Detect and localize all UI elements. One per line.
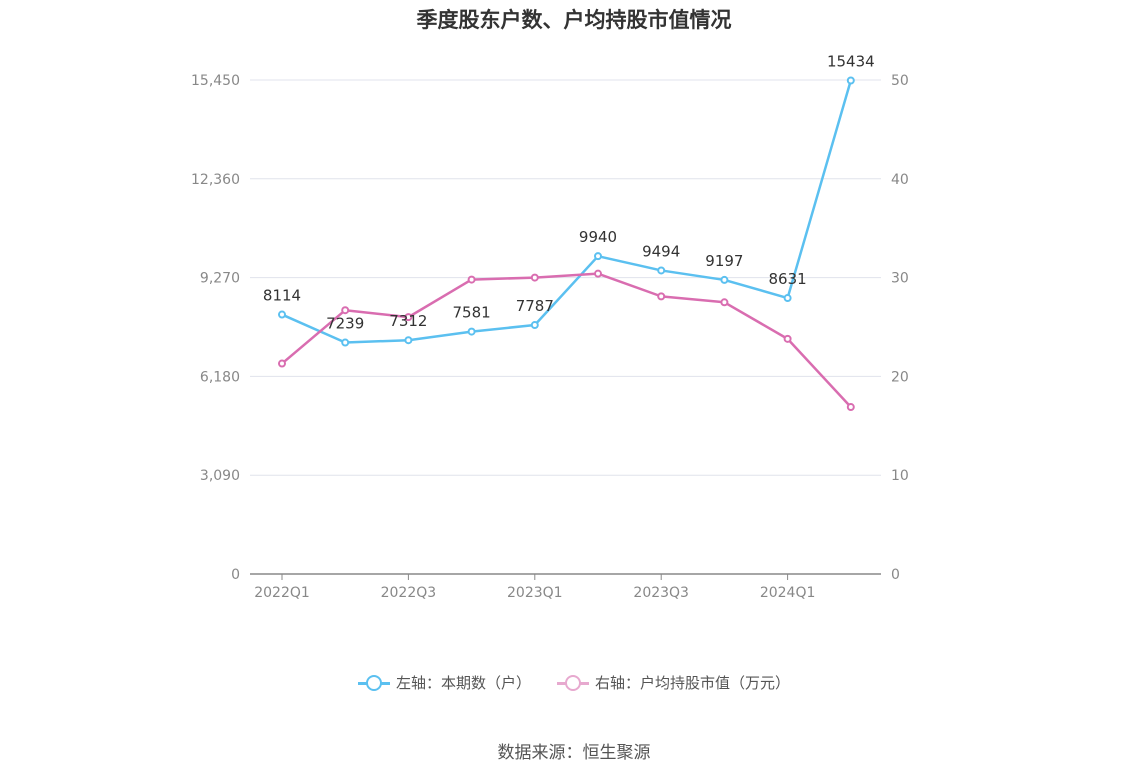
y-right-tick-label: 20 (891, 369, 909, 385)
legend-swatch-households (357, 674, 390, 691)
y-right-tick-label: 40 (891, 172, 909, 188)
legend-label-households: 左轴：本期数（户） (395, 674, 531, 692)
data-point-households (720, 275, 729, 284)
grid-lines (250, 79, 881, 476)
chart-title: 季度股东户数、户均持股市值情况 (416, 8, 732, 32)
y-left-tick-label: 6,180 (200, 369, 240, 385)
x-tick-label: 2024Q1 (760, 585, 816, 601)
data-label-households: 7581 (453, 304, 491, 322)
source-note: 数据来源：恒生聚源 (497, 743, 651, 763)
x-tick-label: 2022Q3 (381, 585, 437, 601)
data-point-households (404, 336, 413, 345)
data-point-households (657, 266, 666, 275)
data-point-avg-market-value (657, 292, 666, 301)
data-label-households: 7312 (389, 312, 427, 330)
data-point-avg-market-value (530, 273, 539, 282)
legend-label-avg-market-value: 右轴：户均持股市值（万元） (595, 674, 791, 692)
legend-item-households[interactable]: 左轴：本期数（户） (357, 672, 531, 693)
data-label-households: 8114 (263, 287, 301, 305)
data-point-avg-market-value (594, 269, 602, 278)
data-label-households: 8631 (769, 270, 807, 288)
y-left-tick-label: 12,360 (191, 172, 240, 188)
y-left-tick-label: 15,450 (191, 73, 240, 89)
data-point-households (341, 338, 350, 347)
x-tick-label: 2022Q1 (254, 585, 310, 601)
y-left-tick-label: 3,090 (200, 468, 240, 484)
series-line-households (281, 80, 853, 344)
series-line-avg-market-value (281, 272, 852, 408)
data-point-households (530, 321, 539, 330)
data-point-households (467, 327, 476, 336)
data-point-avg-market-value (720, 298, 729, 307)
data-point-avg-market-value (404, 313, 413, 322)
legend-swatch-avg-market-value (557, 674, 589, 691)
data-label-households: 9940 (579, 228, 617, 246)
y-left-tick-label: 0 (231, 567, 240, 583)
data-label-households: 15434 (827, 53, 875, 71)
data-point-avg-market-value (341, 306, 350, 315)
data-point-avg-market-value (846, 403, 855, 412)
y-left-tick-label: 9,270 (200, 271, 240, 287)
data-labels: 8114 7239 7312 7581 7787 9940 9494 9197 8631 1543… (263, 53, 875, 333)
series (278, 76, 855, 412)
legend-item-avg-market-value[interactable]: 右轴：户均持股市值（万元） (557, 672, 790, 693)
data-label-households: 7239 (326, 315, 364, 333)
data-label-households: 7787 (516, 297, 554, 315)
legend: 左轴：本期数（户） 右轴：户均持股市值（万元） (0, 672, 1148, 693)
data-label-households: 9197 (705, 252, 743, 270)
data-point-households (594, 252, 602, 261)
data-point-avg-market-value (467, 275, 476, 284)
y-right-tick-label: 0 (891, 567, 900, 583)
y-right-tick-label: 30 (891, 271, 909, 287)
data-label-households: 9494 (642, 242, 680, 260)
y-right-tick-label: 10 (891, 468, 909, 484)
axes: 0 0 3,090 10 6,180 20 9,270 30 12,360 40 15,450 50 2… (191, 73, 909, 601)
data-point-avg-market-value (278, 359, 286, 368)
data-point-households (783, 294, 792, 303)
data-point-households (846, 76, 855, 85)
x-tick-label: 2023Q3 (633, 585, 689, 601)
x-tick-label: 2023Q1 (507, 585, 563, 601)
data-point-households (278, 310, 286, 319)
y-right-tick-label: 50 (891, 73, 909, 89)
data-point-avg-market-value (783, 334, 792, 343)
